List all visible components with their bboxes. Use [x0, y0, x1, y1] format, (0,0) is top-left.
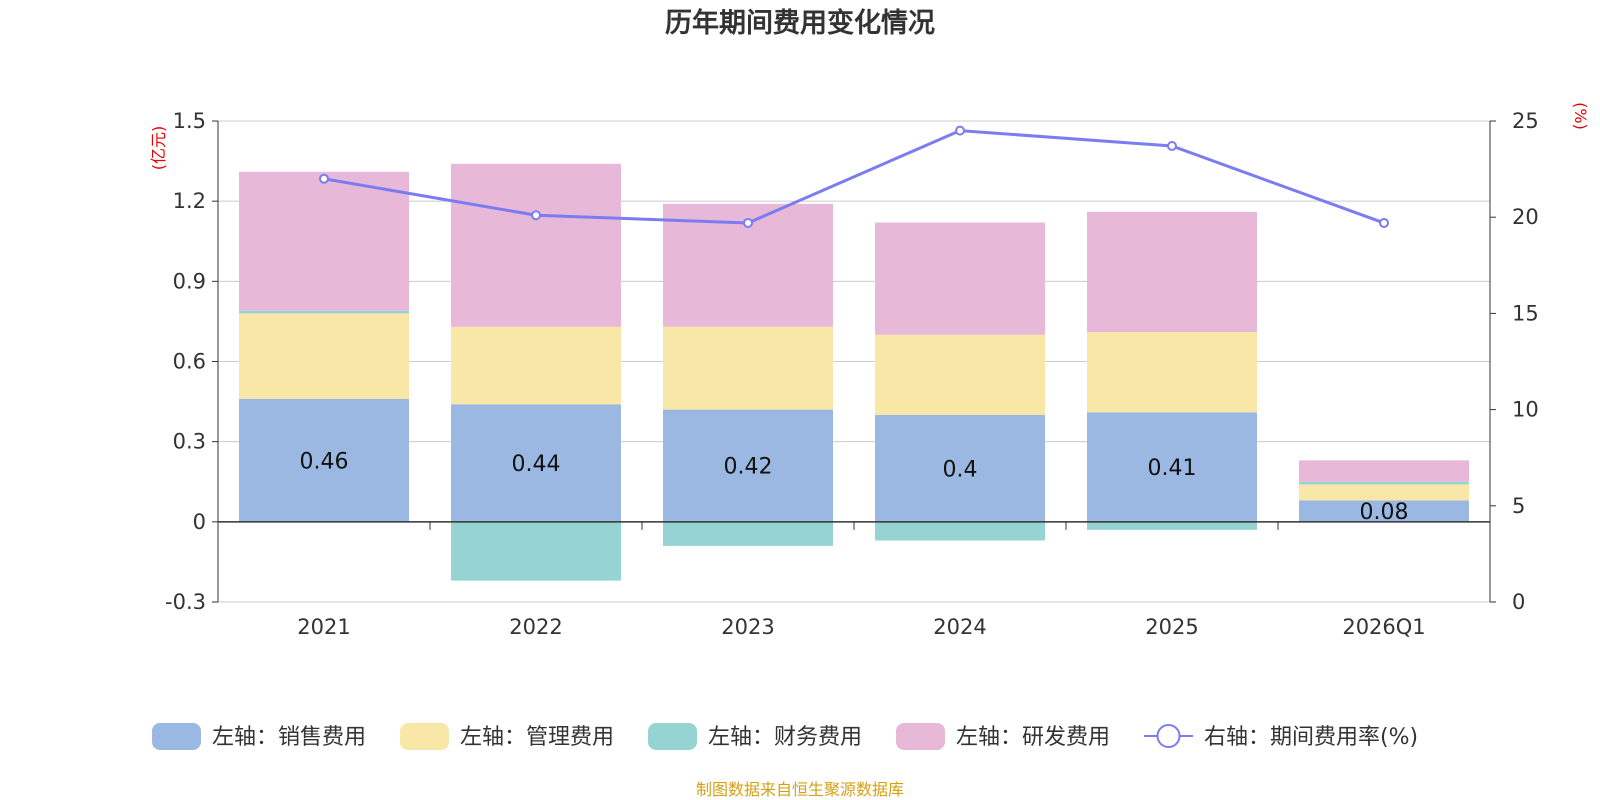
rate-point-2025	[1167, 141, 1177, 152]
rate-point-2024	[955, 125, 965, 136]
bar-2023	[663, 409, 833, 522]
legend-label: 左轴：财务费用	[708, 725, 862, 750]
bar-2025	[1087, 412, 1257, 522]
right-tick-label: 20	[1512, 205, 1539, 229]
bar-2023	[663, 326, 833, 410]
legend-swatch	[400, 723, 449, 750]
right-tick-label: 0	[1512, 590, 1525, 614]
left-tick-label: 0.6	[173, 350, 206, 374]
legend-swatch	[152, 723, 201, 750]
data-label: 0.42	[724, 455, 773, 480]
bar-2022	[451, 326, 621, 405]
left-tick-label: -0.3	[165, 590, 206, 614]
rate-point-2026Q1	[1379, 217, 1389, 228]
legend-swatch	[648, 723, 697, 750]
legend: 左轴：销售费用 左轴：管理费用 左轴：财务费用 左轴：研发费用 右轴：期间费用率(%)	[152, 723, 1418, 750]
bar-2021	[239, 313, 409, 399]
x-tick-label: 2022	[509, 615, 562, 639]
rate-point-2023	[743, 217, 753, 228]
bar-2022	[451, 163, 621, 327]
right-tick-label: 5	[1512, 494, 1525, 518]
chart-title: 历年期间费用变化情况	[665, 7, 935, 39]
bar-2026Q1	[1299, 484, 1469, 501]
bar-2024	[875, 521, 1045, 541]
x-tick-label: 2023	[721, 615, 774, 639]
bar-2024	[875, 334, 1045, 415]
right-tick-label: 10	[1512, 398, 1539, 422]
legend-label: 左轴：销售费用	[212, 725, 366, 750]
legend-label: 右轴：期间费用率(%)	[1204, 725, 1418, 750]
left-tick-label: 1.2	[173, 189, 206, 213]
bar-2026Q1	[1299, 481, 1469, 485]
x-tick-label: 2021	[297, 615, 350, 639]
bar-2022	[451, 404, 621, 522]
legend-label: 左轴：管理费用	[460, 725, 614, 750]
legend-swatch	[896, 723, 945, 750]
bar-2026Q1	[1299, 500, 1469, 522]
bar-2023	[663, 521, 833, 546]
rate-line	[319, 125, 1389, 228]
legend-marker	[1156, 724, 1181, 748]
left-tick-label: 0.9	[173, 269, 206, 293]
bar-2025	[1087, 332, 1257, 413]
data-label: 0.4	[943, 457, 978, 482]
data-label: 0.44	[512, 452, 561, 477]
bar-2021	[239, 398, 409, 522]
bar-2021	[239, 310, 409, 314]
data-label: 0.08	[1360, 500, 1409, 525]
left-tick-label: 0.3	[173, 430, 206, 454]
left-axis-unit: (亿元)	[149, 126, 168, 171]
rate-point-2021	[319, 173, 329, 184]
left-tick-label: 0	[193, 510, 206, 534]
bar-2024	[875, 222, 1045, 335]
bar-2021	[239, 171, 409, 311]
data-labels: 0.46 0.44 0.42 0.4 0.41 0.08	[300, 449, 1409, 525]
x-tick-label: 2024	[933, 615, 986, 639]
rate-line-path	[323, 129, 1385, 225]
data-label: 0.41	[1148, 456, 1197, 481]
bar-2022	[451, 521, 621, 581]
source-note: 制图数据来自恒生聚源数据库	[696, 780, 904, 799]
bar-2024	[875, 414, 1045, 522]
x-tick-label: 2025	[1145, 615, 1198, 639]
rate-point-2022	[531, 210, 541, 221]
right-tick-label: 15	[1512, 301, 1539, 325]
bars	[239, 163, 1469, 581]
bar-2025	[1087, 211, 1257, 333]
x-tick-label: 2026Q1	[1342, 615, 1425, 639]
left-tick-label: 1.5	[173, 109, 206, 133]
legend-label: 左轴：研发费用	[956, 725, 1110, 750]
bar-2026Q1	[1299, 460, 1469, 482]
data-label: 0.46	[300, 449, 349, 474]
right-axis-unit: (%)	[1571, 102, 1590, 130]
bar-2025	[1087, 521, 1257, 530]
right-tick-label: 25	[1512, 109, 1539, 133]
